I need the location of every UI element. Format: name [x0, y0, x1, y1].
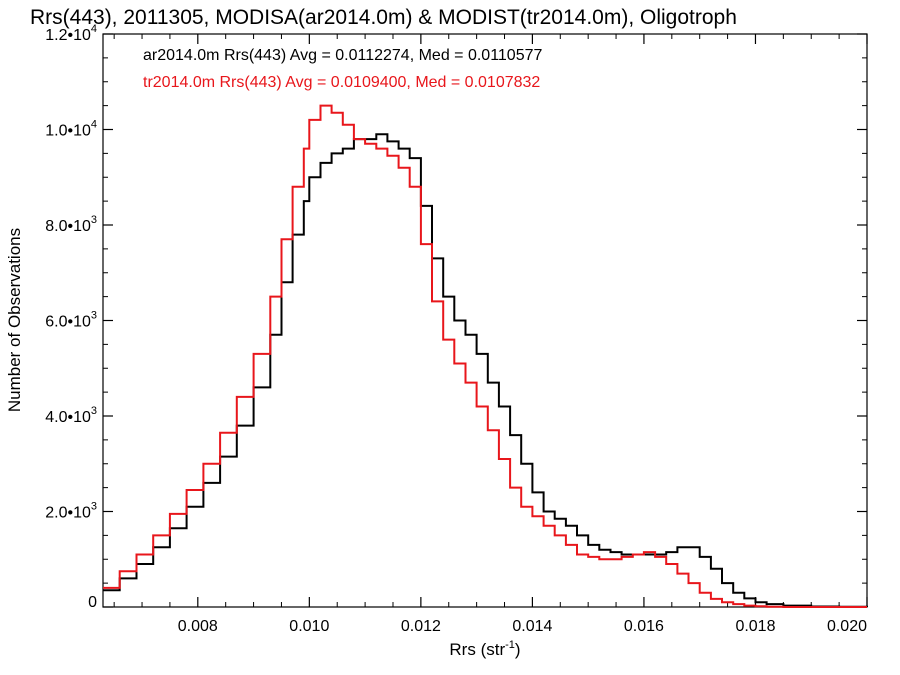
x-label-sup: -1	[505, 639, 515, 651]
y-tick-exponent: 4	[91, 23, 97, 35]
x-axis-label: Rrs (str-1)	[449, 639, 520, 659]
legend: ar2014.0m Rrs(443) Avg = 0.0112274, Med …	[143, 47, 542, 91]
x-tick-label: 0.010	[289, 618, 329, 635]
y-tick-mantissa: 4.0•10	[45, 409, 91, 426]
plot-frame	[102, 33, 868, 608]
legend-entry: tr2014.0m Rrs(443) Avg = 0.0109400, Med …	[143, 74, 540, 91]
x-tick-label: 0.020	[827, 618, 867, 635]
y-tick-mantissa: 2.0•10	[45, 505, 91, 522]
y-tick-label: 2.0•103	[45, 501, 97, 522]
x-tick-label: 0.012	[401, 618, 441, 635]
x-label-text: Rrs (str	[449, 640, 505, 659]
y-tick-mantissa: 8.0•10	[45, 218, 91, 235]
y-tick-exponent: 3	[91, 214, 97, 226]
x-axis-ticks: 0.008 0.010 0.012 0.014 0.016 0.018 0.020	[113, 34, 868, 635]
y-tick-label: 0	[88, 594, 97, 611]
y-axis-ticks: 02.0•1034.0•1036.0•1038.0•1031.0•1041.2•…	[45, 23, 867, 611]
series-line-tr2014	[103, 104, 867, 608]
y-tick-mantissa: 0	[88, 594, 97, 611]
y-axis-label: Number of Observations	[5, 228, 24, 412]
y-tick-mantissa: 1.2•10	[45, 27, 91, 44]
x-tick-label: 0.018	[735, 618, 775, 635]
y-tick-exponent: 4	[91, 119, 97, 131]
series-layer	[103, 104, 868, 608]
y-tick-exponent: 3	[91, 310, 97, 322]
y-tick-label: 8.0•103	[45, 214, 97, 235]
legend-entry: ar2014.0m Rrs(443) Avg = 0.0112274, Med …	[143, 47, 542, 64]
y-tick-mantissa: 6.0•10	[45, 314, 91, 331]
y-tick-label: 6.0•103	[45, 310, 97, 331]
chart-title: Rrs(443), 2011305, MODISA(ar2014.0m) & M…	[30, 6, 737, 29]
x-tick-label: 0.014	[512, 618, 552, 635]
x-label-suffix: )	[515, 640, 521, 659]
y-tick-label: 4.0•103	[45, 405, 97, 426]
y-tick-mantissa: 1.0•10	[45, 123, 91, 140]
x-tick-label: 0.008	[178, 618, 218, 635]
x-tick-label: 0.016	[624, 618, 664, 635]
y-tick-label: 1.2•104	[45, 23, 97, 44]
y-tick-exponent: 3	[91, 405, 97, 417]
y-tick-exponent: 3	[91, 501, 97, 513]
series-line-ar2014	[103, 133, 868, 608]
y-tick-label: 1.0•104	[45, 119, 97, 140]
